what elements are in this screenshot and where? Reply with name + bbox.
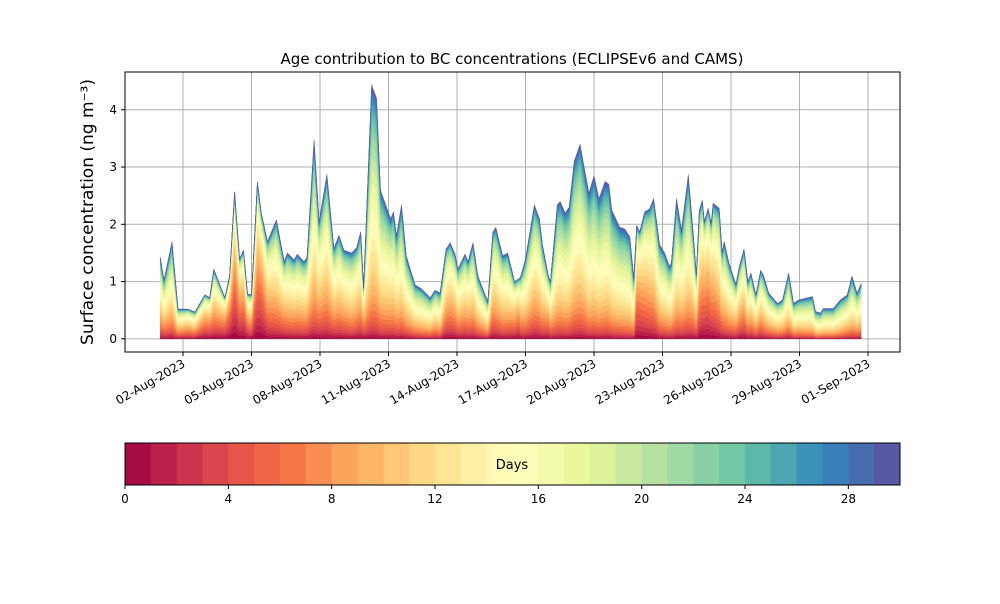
colorbar-bin-11: [409, 443, 436, 485]
colorbar-bin-3: [202, 443, 229, 485]
colorbar-tick-label: 28: [841, 492, 856, 506]
y-axis-ticks: 0 1 2 3 4: [109, 103, 125, 346]
colorbar-bin-16: [538, 443, 565, 485]
y-tick-label: 4: [109, 103, 117, 117]
colorbar-bin-22: [693, 443, 720, 485]
colorbar-label: Days: [496, 458, 529, 473]
chart-title: Age contribution to BC concentrations (E…: [281, 50, 744, 68]
colorbar-bin-13: [460, 443, 488, 485]
colorbar-bin-2: [176, 443, 203, 485]
colorbar-bin-23: [719, 443, 746, 485]
colorbar-tick-label: 8: [328, 492, 336, 506]
y-axis-label: Surface concentration (ng m⁻³): [78, 79, 98, 345]
colorbar-bin-26: [796, 443, 823, 485]
colorbar-tick-label: 4: [225, 492, 233, 506]
age-layer-29: [160, 84, 862, 314]
colorbar-tick-label: 24: [737, 492, 752, 506]
colorbar-tick-label: 16: [531, 492, 546, 506]
colorbar-bin-5: [254, 443, 281, 485]
colorbar-bin-18: [590, 443, 617, 485]
colorbar-tick-label: 0: [121, 492, 129, 506]
x-tick-label: 11-Aug-2023: [319, 356, 393, 407]
colorbar-tick-label: 12: [427, 492, 442, 506]
colorbar-bin-12: [435, 443, 462, 485]
y-tick-label: 3: [109, 160, 117, 174]
colorbar-bin-20: [641, 443, 668, 485]
x-tick-label: 23-Aug-2023: [593, 356, 667, 407]
colorbar-bin-1: [150, 443, 178, 485]
colorbar-bin-24: [745, 443, 772, 485]
colorbar-tick-label: 20: [634, 492, 649, 506]
colorbar-frame: [124, 442, 901, 486]
colorbar-bin-4: [228, 443, 255, 485]
x-tick-label: 20-Aug-2023: [524, 356, 598, 407]
colorbar-bin-27: [822, 443, 849, 485]
age-layers: [160, 84, 862, 339]
colorbar-bin-17: [564, 443, 591, 485]
plot-frame: [124, 71, 901, 353]
colorbar-bin-8: [331, 443, 358, 485]
x-tick-label: 14-Aug-2023: [387, 356, 461, 407]
x-tick-label: 02-Aug-2023: [113, 356, 187, 407]
colorbar-bin-10: [383, 443, 410, 485]
colorbar-bin-9: [357, 443, 384, 485]
x-axis-ticks: 02-Aug-202305-Aug-202308-Aug-202311-Aug-…: [113, 352, 873, 407]
colorbar-bin-19: [615, 443, 643, 485]
y-tick-label: 0: [109, 332, 117, 346]
x-tick-label: 01-Sep-2023: [799, 356, 873, 407]
colorbar-bin-6: [280, 443, 307, 485]
colorbar-bin-28: [848, 443, 875, 485]
colorbar-bin-0: [125, 443, 152, 485]
colorbar: 0 4 8 12 16 20 24 28: [121, 442, 901, 506]
colorbar-bin-25: [770, 443, 798, 485]
x-tick-label: 29-Aug-2023: [730, 356, 804, 407]
y-tick-label: 2: [109, 217, 117, 231]
colorbar-bin-29: [874, 443, 901, 485]
y-tick-label: 1: [109, 275, 117, 289]
colorbar-bin-7: [305, 443, 333, 485]
x-tick-label: 26-Aug-2023: [661, 356, 735, 407]
colorbar-bin-15: [512, 443, 539, 485]
x-tick-label: 08-Aug-2023: [250, 356, 324, 407]
x-tick-label: 17-Aug-2023: [456, 356, 530, 407]
colorbar-bin-21: [667, 443, 694, 485]
x-tick-label: 05-Aug-2023: [182, 356, 256, 407]
colorbar-bin-14: [486, 443, 513, 485]
